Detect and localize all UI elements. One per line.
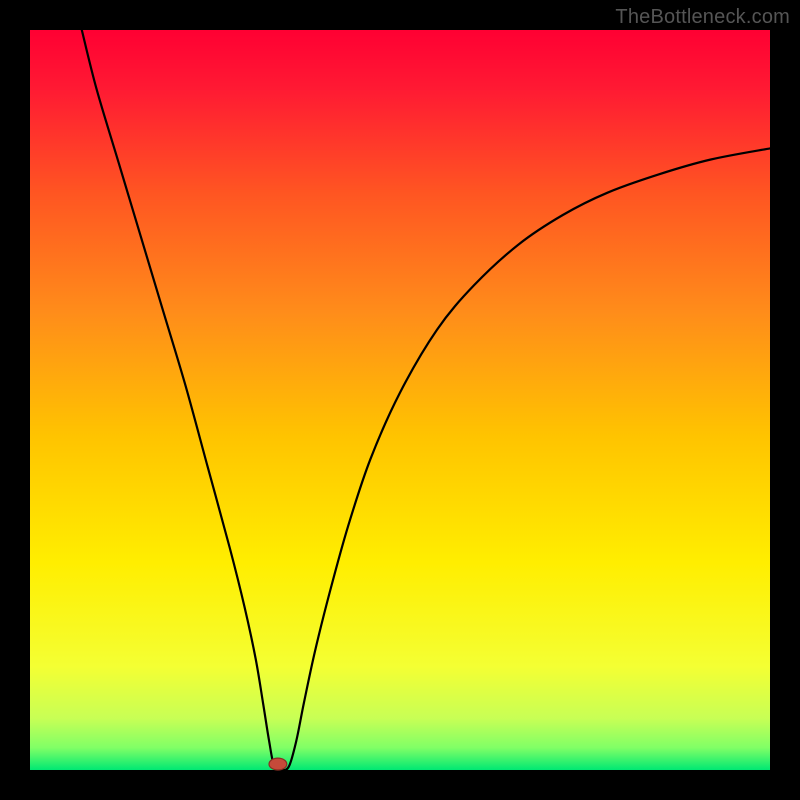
optimal-point-marker <box>269 758 287 770</box>
chart-gradient-bg <box>30 30 770 770</box>
watermark-text: TheBottleneck.com <box>615 6 790 29</box>
bottleneck-chart <box>0 0 800 800</box>
chart-container: TheBottleneck.com <box>0 0 800 800</box>
